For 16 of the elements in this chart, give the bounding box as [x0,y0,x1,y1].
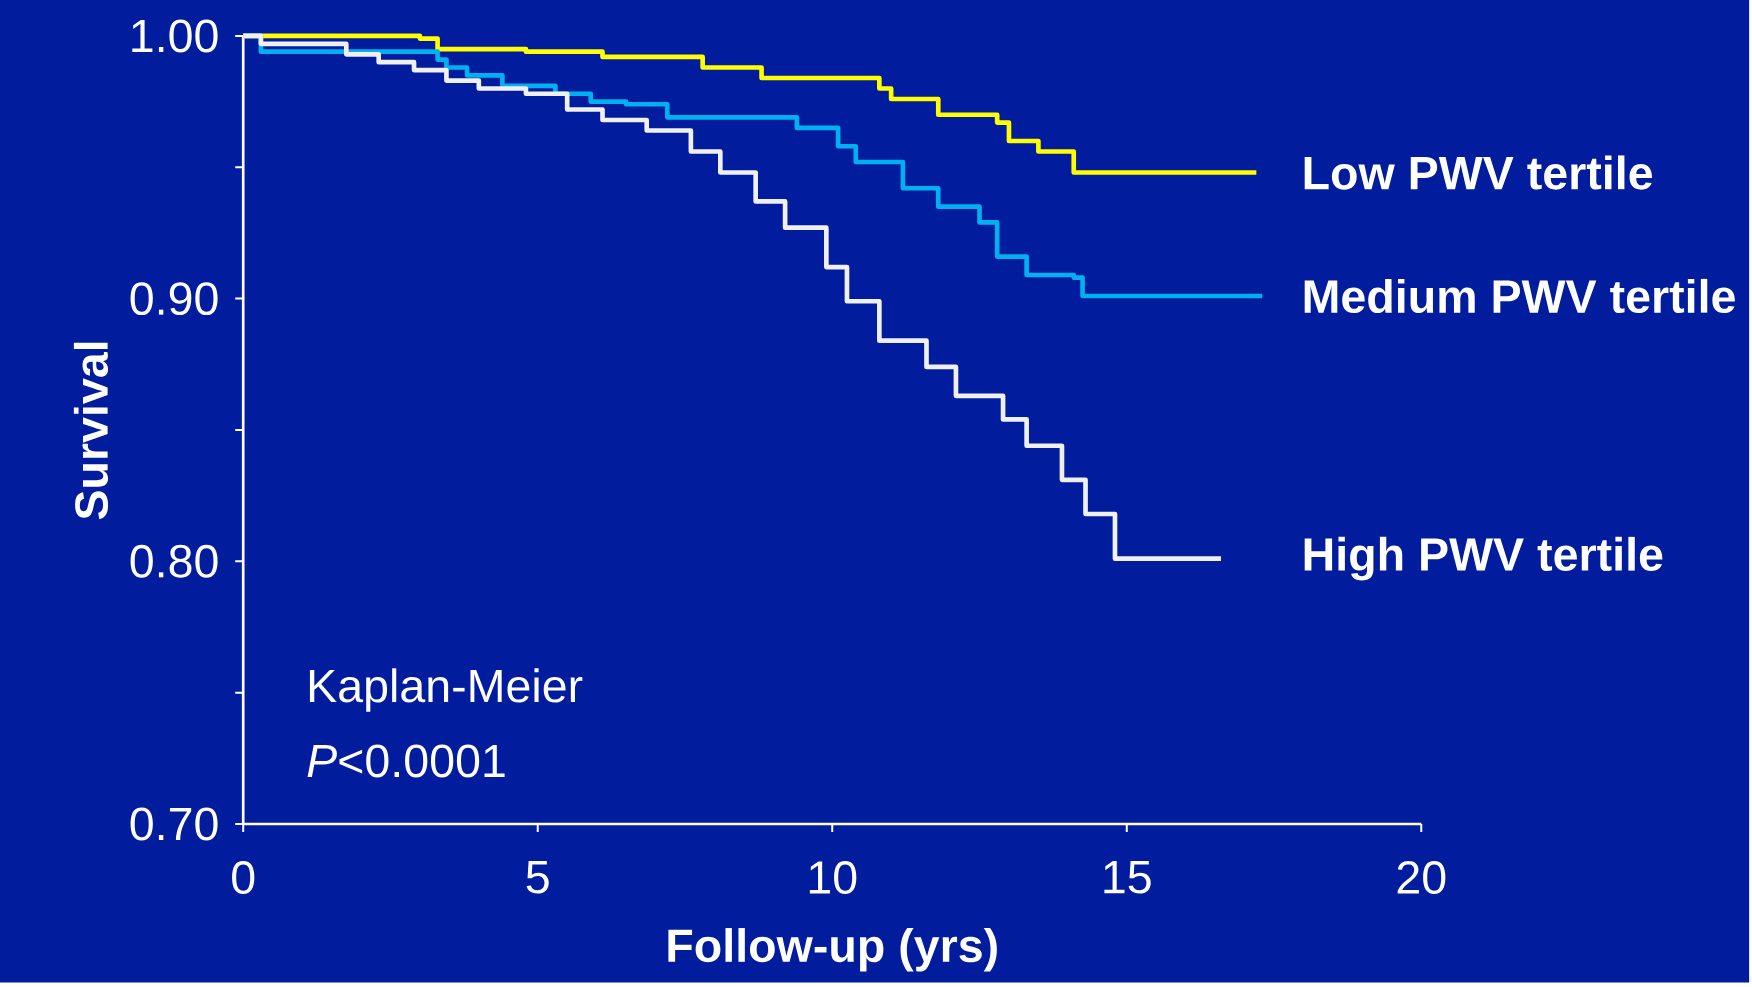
x-tick-label: 5 [526,861,549,894]
y-tick-label: 0.90 [130,282,218,316]
annotation: P<0.0001 [307,744,505,778]
y-tick-label: 0.80 [130,544,218,578]
y-tick-label: 1.00 [132,19,218,53]
x-tick-label: 20 [1397,861,1446,895]
series-label: Medium PWV tertile [1304,278,1735,314]
series-label: Low PWV tertile [1304,155,1653,190]
x-tick-label: 10 [809,861,857,895]
x-tick-label: 0 [232,861,255,895]
annotation: Kaplan-Meier [309,668,583,712]
y-tick-label: 0.70 [130,807,218,841]
y-axis-title: Survival [73,342,109,520]
x-axis-title: Follow-up (yrs) [668,928,997,972]
x-tick-label: 15 [1104,861,1151,894]
series-label: High PWV tertile [1304,536,1663,581]
